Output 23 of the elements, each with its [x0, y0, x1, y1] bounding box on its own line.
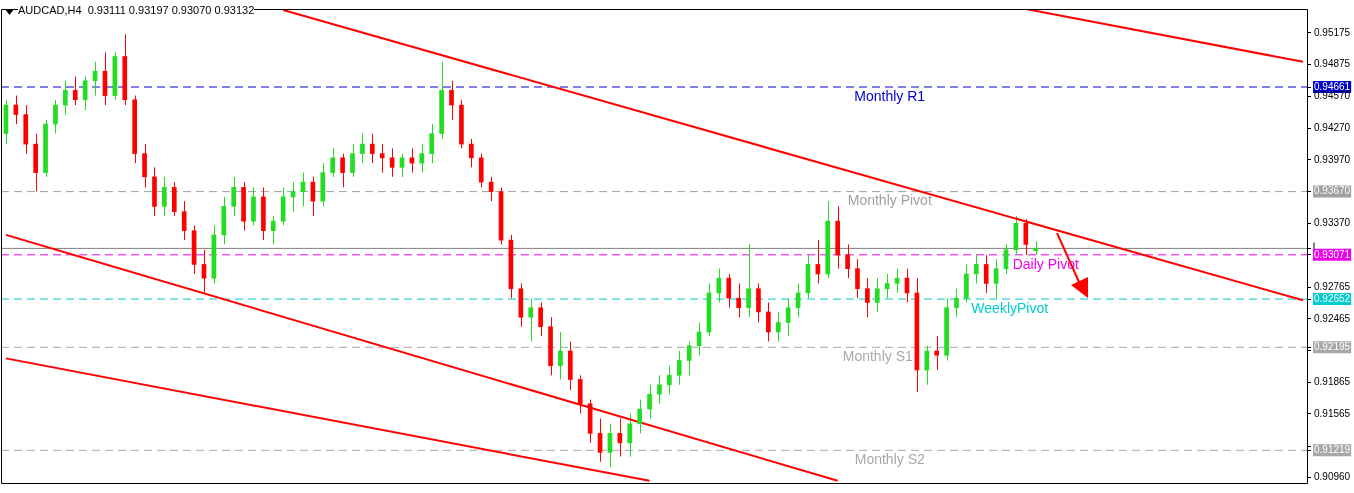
y-tick-label: 0.93970	[1314, 153, 1351, 165]
y-tick-label: 0.92465	[1314, 312, 1351, 324]
ref-line-label: Monthly S2	[854, 451, 925, 468]
y-tick-label: 0.92765	[1314, 280, 1351, 292]
chart-title: AUDCAD,H4 0.93111 0.93197 0.93070 0.93132	[18, 4, 255, 17]
y-tick-label: 0.93071	[1314, 248, 1351, 260]
y-tick-label: 0.94661	[1314, 80, 1351, 92]
y-tick-label: 0.91565	[1314, 407, 1351, 419]
y-tick-label: 0.94875	[1314, 58, 1351, 70]
y-tick-label: 0.91219	[1314, 444, 1351, 456]
y-tick-label: 0.93370	[1314, 217, 1351, 229]
y-tick-label: 0.90960	[1314, 471, 1351, 483]
y-tick-label: 0.91865	[1314, 375, 1351, 387]
y-tick-label: 0.92195	[1314, 341, 1351, 353]
ref-line-label: WeeklyPivot	[971, 299, 1049, 316]
y-tick-label: 0.94570	[1314, 90, 1351, 102]
y-tick-label: 0.95175	[1314, 26, 1351, 38]
y-tick-label: 0.92652	[1314, 292, 1351, 304]
y-tick-label: 0.93670	[1314, 185, 1351, 197]
ref-line-label: Monthly S1	[842, 348, 913, 365]
ref-line-label: Monthly Pivot	[847, 192, 932, 209]
y-tick-label: 0.94270	[1314, 122, 1351, 134]
ref-line-label: Monthly R1	[854, 87, 926, 104]
